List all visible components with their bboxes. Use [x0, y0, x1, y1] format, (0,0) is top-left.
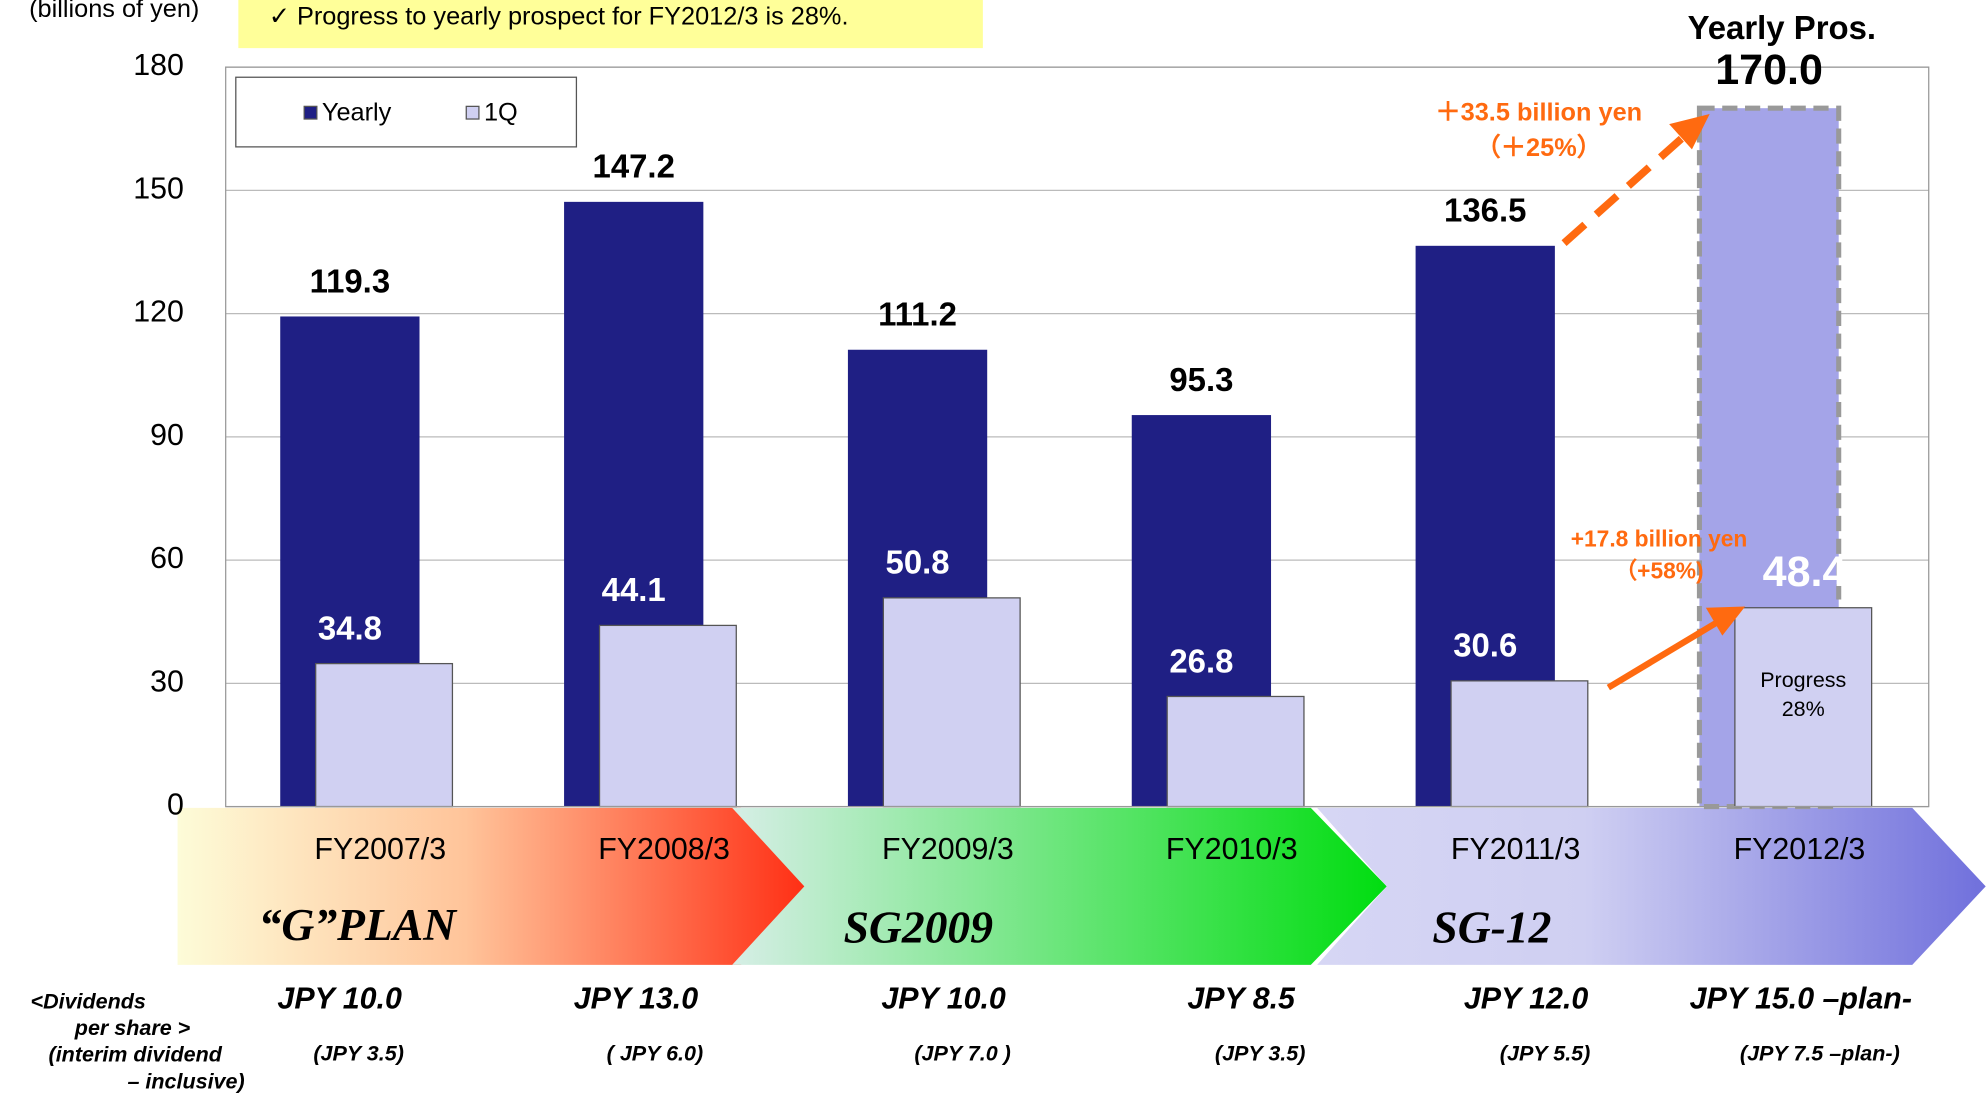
bar: [598, 624, 737, 808]
data-label: 26.8: [1169, 642, 1233, 679]
plan-band: [732, 807, 1387, 965]
legend-label: 1Q: [484, 99, 518, 127]
dividend-label: – inclusive): [127, 1069, 244, 1093]
annotation: ＋33.5 billion yen: [1435, 99, 1642, 127]
plan-label: SG2009: [844, 901, 993, 952]
data-label: 30.6: [1453, 627, 1517, 664]
dividend-interim: (JPY 5.5): [1500, 1041, 1591, 1065]
y-tick-label: 180: [133, 48, 184, 82]
annotation: Progress: [1760, 668, 1846, 692]
legend-label: Yearly: [322, 99, 392, 127]
arrow-head: [1705, 606, 1746, 636]
dividend-value: JPY 15.0 –plan-: [1690, 981, 1912, 1015]
bar: [1734, 607, 1873, 808]
data-label: 111.2: [878, 296, 957, 333]
dividend-value: JPY 10.0: [881, 981, 1006, 1015]
note-box: [238, 0, 983, 49]
note: ✓ Progress to yearly prospect for FY2012…: [269, 2, 849, 30]
bar: [315, 662, 454, 808]
data-label: 170.0: [1715, 46, 1823, 94]
y-tick-label: 0: [167, 788, 184, 822]
plan-label: SG-12: [1432, 901, 1551, 952]
legend-swatch: [303, 105, 318, 120]
y-tick-label: 60: [150, 541, 184, 575]
x-tick-label: FY2010/3: [1166, 832, 1298, 866]
x-tick-label: FY2012/3: [1734, 832, 1866, 866]
dividend-value: JPY 13.0: [574, 981, 699, 1015]
plot-frame: [225, 66, 1930, 808]
dividend-interim: (JPY 3.5): [313, 1041, 404, 1065]
data-label: 119.3: [310, 262, 391, 299]
bar: [1166, 695, 1305, 808]
legend-box: [235, 76, 578, 148]
dividend-label: <Dividends: [31, 990, 146, 1014]
dividend-value: JPY 8.5: [1187, 981, 1296, 1015]
data-label: 44.1: [602, 571, 666, 608]
y-tick-label: 150: [133, 171, 184, 205]
y-tick-label: 90: [150, 418, 184, 452]
data-label: 95.3: [1169, 361, 1233, 398]
annotation: Yearly Pros.: [1688, 9, 1876, 46]
y-tick-label: 120: [133, 295, 184, 329]
dividend-value: JPY 12.0: [1464, 981, 1589, 1015]
plan-band: [177, 807, 817, 965]
annotation: 28%: [1782, 697, 1825, 721]
x-tick-label: FY2009/3: [882, 832, 1014, 866]
data-label: 34.8: [318, 609, 382, 646]
x-tick-label: FY2007/3: [314, 832, 446, 866]
arrow: [1561, 127, 1694, 246]
data-label: 50.8: [886, 544, 950, 581]
dividend-interim: (JPY 3.5): [1215, 1041, 1306, 1065]
arrow-head: [1669, 113, 1710, 150]
y-tick-label: 30: [150, 664, 184, 698]
annotation: （＋25%）: [1475, 133, 1602, 162]
data-label: 48.4: [1763, 548, 1847, 596]
dividend-label: per share >: [74, 1016, 191, 1040]
dividend-interim: ( JPY 6.0): [607, 1041, 703, 1065]
x-tick-label: FY2011/3: [1451, 832, 1580, 866]
dividend-label: (interim dividend: [49, 1043, 223, 1067]
y-axis-label: (billions of yen): [29, 0, 199, 23]
legend-swatch: [465, 105, 480, 120]
dividend-interim: (JPY 7.5 –plan-): [1740, 1041, 1900, 1065]
annotation: （+58%): [1614, 557, 1703, 583]
plan-label: “G”PLAN: [259, 899, 459, 950]
arrow: [1606, 616, 1724, 691]
dividend-value: JPY 10.0: [277, 981, 402, 1015]
bar: [882, 597, 1021, 808]
plan-band: [1317, 807, 1986, 965]
data-label: 136.5: [1444, 192, 1526, 229]
data-label: 147.2: [593, 148, 675, 185]
bar: [1450, 680, 1589, 808]
dividend-interim: (JPY 7.0 ): [914, 1041, 1010, 1065]
annotation: +17.8 billion yen: [1571, 526, 1748, 552]
x-tick-label: FY2008/3: [598, 832, 730, 866]
